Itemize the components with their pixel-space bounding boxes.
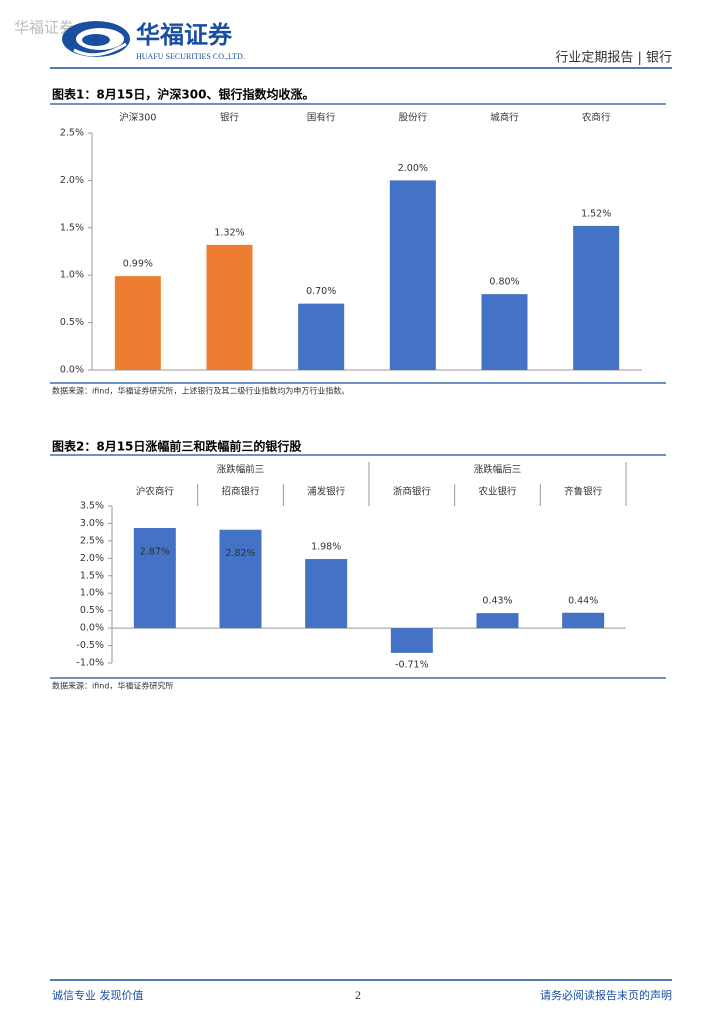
category-label: 银行	[220, 112, 240, 124]
watermark: 华福证券	[14, 19, 74, 37]
value-label: 0.80%	[489, 277, 519, 288]
chart-title: 图表2：8月15日涨幅前三和跌幅前三的银行股	[52, 439, 302, 454]
category-label: 城商行	[490, 112, 519, 124]
bar	[219, 529, 262, 629]
bar	[476, 613, 519, 629]
value-label: 0.99%	[123, 259, 153, 270]
y-tick-label: 0.0%	[80, 623, 104, 634]
y-tick-label: -1.0%	[76, 658, 104, 669]
category-label: 浦发银行	[307, 486, 346, 498]
value-label: 0.44%	[568, 595, 598, 606]
value-label: 0.70%	[306, 286, 336, 297]
bar	[481, 294, 528, 370]
y-tick-label: 2.0%	[60, 175, 84, 186]
value-label: 1.98%	[311, 542, 341, 553]
bar	[298, 303, 345, 370]
logo	[62, 21, 130, 57]
y-tick-label: 1.0%	[80, 588, 104, 599]
y-tick-label: 3.0%	[80, 518, 104, 529]
y-tick-label: 0.5%	[60, 317, 84, 328]
bar	[390, 628, 433, 653]
bar	[562, 612, 605, 629]
footer-right: 请务必阅读报告末页的声明	[540, 988, 672, 1002]
logo-cn: 华福证券	[136, 21, 233, 49]
report-info: 行业定期报告 | 银行	[555, 51, 672, 66]
page-number: 2	[355, 988, 361, 1002]
value-label: 2.82%	[225, 548, 255, 559]
category-label: 农业银行	[478, 486, 517, 498]
source: 数据来源：ifind，华福证券研究所	[52, 681, 173, 691]
y-tick-label: 3.5%	[80, 501, 104, 512]
bar	[305, 559, 348, 629]
y-tick-label: 0.5%	[80, 605, 104, 616]
y-tick-label: 1.5%	[80, 570, 104, 581]
bar	[573, 225, 620, 370]
group-label: 涨跌幅前三	[217, 464, 265, 476]
y-tick-label: 0.0%	[60, 365, 84, 376]
value-label: 0.43%	[482, 596, 512, 607]
value-label: 1.32%	[214, 227, 244, 238]
value-label: 2.87%	[140, 546, 170, 557]
bar	[389, 180, 436, 370]
y-tick-label: -0.5%	[76, 640, 104, 651]
y-tick-label: 1.0%	[60, 270, 84, 281]
y-tick-label: 2.5%	[60, 128, 84, 139]
value-label: 2.00%	[398, 163, 428, 174]
value-label: 1.52%	[581, 208, 611, 219]
category-label: 齐鲁银行	[564, 486, 603, 498]
y-tick-label: 2.5%	[80, 535, 104, 546]
bar	[114, 276, 161, 370]
category-label: 招商银行	[221, 486, 260, 498]
bar	[206, 244, 253, 370]
group-label: 涨跌幅后三	[474, 464, 522, 476]
footer-left: 诚信专业 发现价值	[52, 988, 144, 1002]
value-label: -0.71%	[395, 659, 429, 670]
y-tick-label: 1.5%	[60, 222, 84, 233]
category-label: 国有行	[307, 112, 336, 124]
category-label: 沪农商行	[136, 486, 175, 498]
category-label: 浙商银行	[393, 486, 432, 498]
category-label: 农商行	[582, 112, 611, 124]
logo-en: HUAFU SECURITIES CO.,LTD.	[136, 52, 245, 61]
category-label: 股份行	[399, 112, 428, 124]
source: 数据来源：ifind，华福证券研究所，上述银行及其二级行业指数均为申万行业指数。	[52, 386, 349, 396]
bar	[133, 527, 176, 629]
chart-title: 图表1：8月15日，沪深300、银行指数均收涨。	[52, 87, 314, 102]
y-tick-label: 2.0%	[80, 553, 104, 564]
category-label: 沪深300	[119, 112, 156, 124]
